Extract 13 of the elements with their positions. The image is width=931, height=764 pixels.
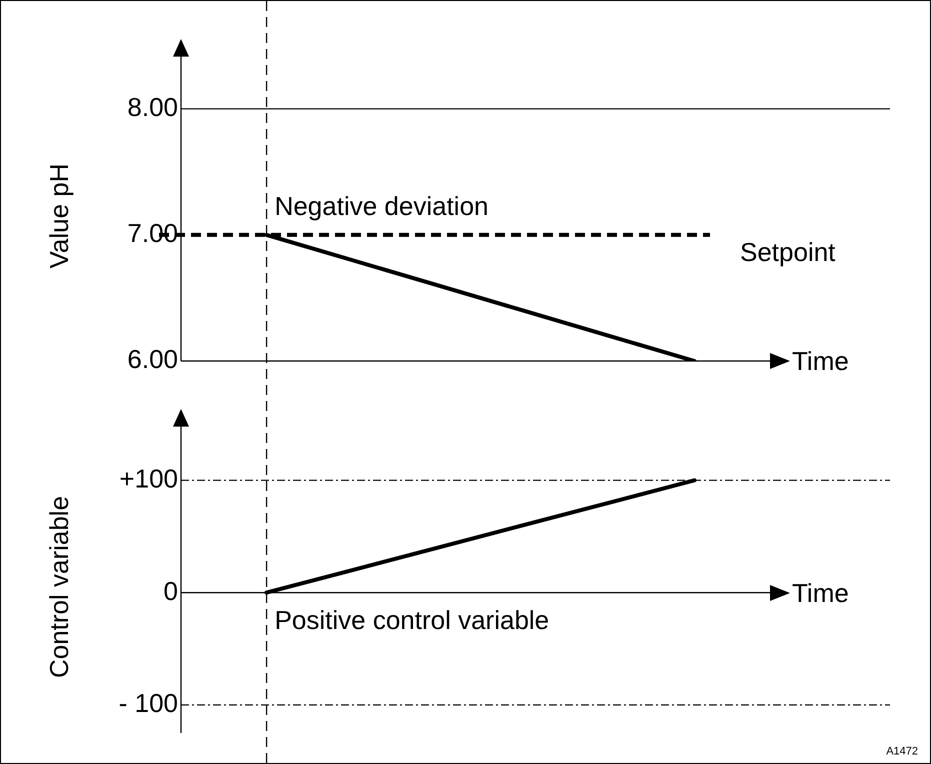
- y-tick-label: 0: [164, 576, 178, 606]
- y-tick-label: 6.00: [127, 344, 178, 374]
- y-tick-label: - 100: [118, 688, 178, 718]
- annotation: Negative deviation: [274, 191, 488, 222]
- ref-line-label: Setpoint: [740, 237, 836, 268]
- x-axis-title: Time: [792, 346, 849, 376]
- x-axis-title: Time: [792, 578, 849, 608]
- y-axis-title: Control variable: [44, 496, 74, 678]
- y-tick-label: 8.00: [127, 92, 178, 122]
- text: A1472: [886, 746, 918, 758]
- annotation: Positive control variable: [274, 604, 550, 635]
- y-axis-title: Value pH: [44, 163, 74, 269]
- y-tick-label: +100: [119, 463, 178, 494]
